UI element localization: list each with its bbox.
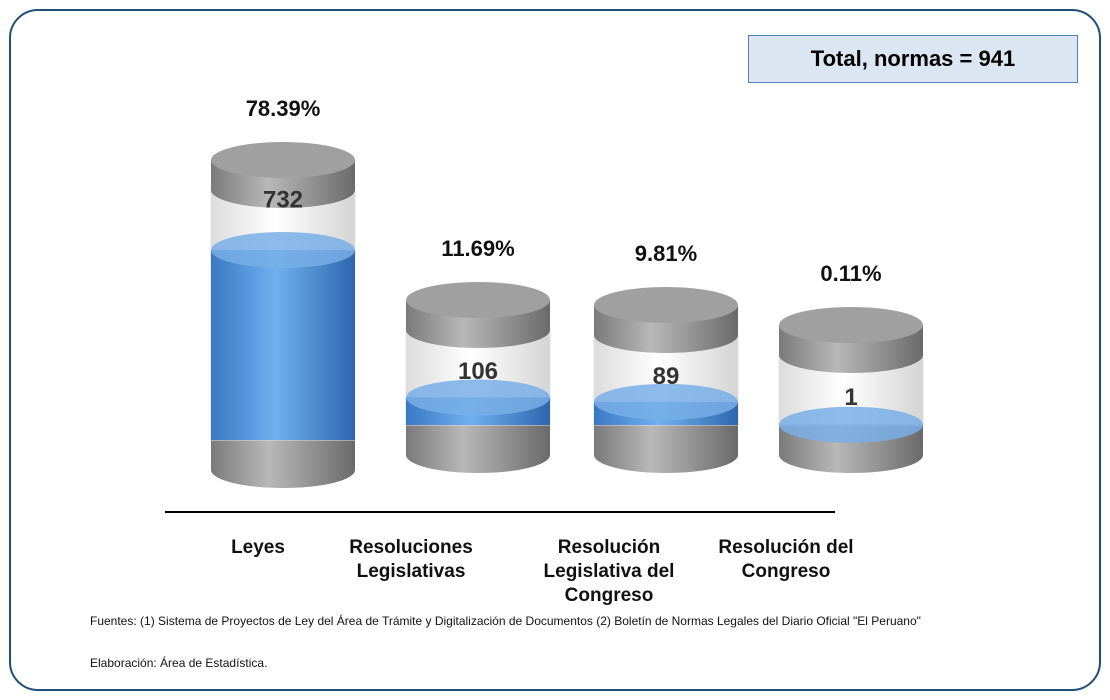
category-label: Resoluciones Legislativas — [349, 537, 473, 582]
cylinder-cap-top — [211, 142, 355, 178]
credit-note: Elaboración: Área de Estadística. — [90, 656, 268, 670]
cylinder-cap-top — [594, 287, 738, 323]
category-label: Resolución Legislativa del Congreso — [543, 537, 675, 606]
category-label: Resolución del Congreso — [718, 537, 854, 582]
bar-top — [406, 379, 550, 416]
source-note: Fuentes: (1) Sistema de Proyectos de Ley… — [90, 614, 921, 628]
percentage-label: 78.39% — [246, 96, 321, 121]
value-label: 89 — [653, 363, 680, 390]
cylinder-base — [594, 437, 738, 473]
value-label: 106 — [458, 358, 498, 385]
bar-top — [779, 406, 923, 443]
percentage-label: 9.81% — [635, 241, 697, 266]
percentage-label: 11.69% — [441, 236, 514, 261]
cylinder-cap — [779, 337, 923, 373]
cylinder-cap — [594, 317, 738, 353]
cylinder-cap — [406, 312, 550, 348]
category-label: Leyes — [231, 537, 285, 558]
cylinder-base — [406, 437, 550, 473]
percentage-label: 0.11% — [820, 261, 881, 286]
cylinder-cap-top — [406, 282, 550, 318]
frame — [9, 9, 1101, 691]
total-box: Total, normas = 941 — [748, 35, 1078, 83]
bar-top — [594, 383, 738, 420]
cylinder-base — [211, 452, 355, 488]
cylinder-base — [779, 437, 923, 473]
value-label: 1 — [844, 384, 857, 411]
bar — [211, 250, 355, 440]
cylinder-cap — [211, 172, 355, 208]
cylinder-cap-top — [779, 307, 923, 343]
bar-top — [211, 232, 355, 268]
value-label: 732 — [263, 186, 303, 213]
